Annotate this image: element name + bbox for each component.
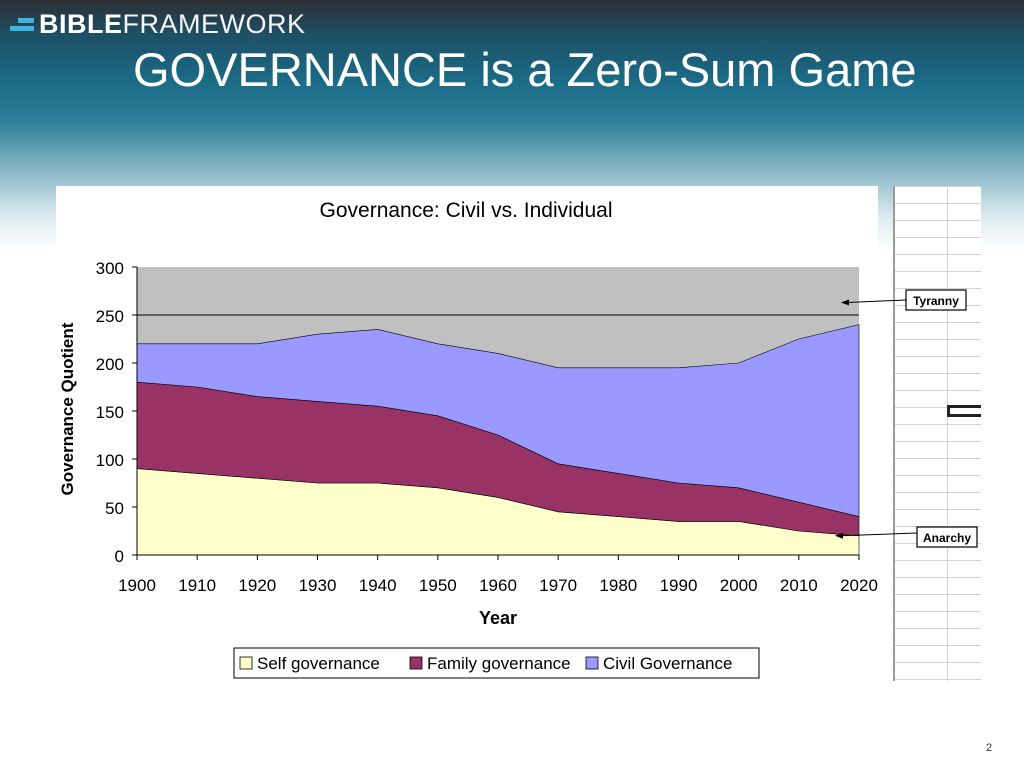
legend-swatch-family-governance <box>409 656 423 670</box>
page-title: GOVERNANCE is a Zero-Sum Game <box>133 43 917 96</box>
logo-text-bold: BIBLE <box>39 9 123 39</box>
legend-swatch-civil-governance <box>585 656 599 670</box>
y-tick-label-250: 250 <box>96 307 124 326</box>
legend-box <box>233 647 760 679</box>
x-tick-label-1980: 1980 <box>599 576 637 595</box>
annotation-arrow-line-anarchy <box>840 532 918 537</box>
y-tick-label-0: 0 <box>115 547 124 566</box>
y-tick-label-300: 300 <box>96 259 124 278</box>
y-tick-label-100: 100 <box>96 451 124 470</box>
x-tick-label-1970: 1970 <box>539 576 577 595</box>
annotation-box-anarchy <box>916 526 978 548</box>
area-series-civil-governance <box>136 324 860 517</box>
x-tick-label-1920: 1920 <box>238 576 276 595</box>
x-tick-label-1940: 1940 <box>359 576 397 595</box>
y-tick-label-50: 50 <box>105 499 124 518</box>
x-tick-label-1950: 1950 <box>419 576 457 595</box>
x-tick-label-1900: 1900 <box>118 576 156 595</box>
annotation-label-tyranny: Tyranny <box>913 294 959 308</box>
x-tick-label-2000: 2000 <box>720 576 758 595</box>
legend-label-self-governance: Self governance <box>257 654 380 673</box>
x-tick-label-1930: 1930 <box>299 576 337 595</box>
cell-marker-icon <box>947 405 981 417</box>
annotation-arrowhead-anarchy <box>834 532 843 539</box>
annotation-tyranny: Tyranny <box>840 289 967 311</box>
logo-text: BIBLEFRAMEWORK <box>39 10 306 38</box>
legend-label-family-governance: Family governance <box>427 654 571 673</box>
annotation-arrowhead-tyranny <box>840 299 849 306</box>
bibleframework-logo: BIBLEFRAMEWORK <box>10 10 306 38</box>
chart-legend: Self governance Family governance Civil Go… <box>233 647 760 679</box>
x-tick-label-2020: 2020 <box>840 576 878 595</box>
governance-chart: Governance: Civil vs. Individual 0 50 100 15… <box>56 186 978 681</box>
x-tick-label-1990: 1990 <box>660 576 698 595</box>
x-tick-label-2010: 2010 <box>780 576 818 595</box>
y-tick-label-150: 150 <box>96 403 124 422</box>
legend-label-civil-governance: Civil Governance <box>603 654 732 673</box>
annotation-label-anarchy: Anarchy <box>923 531 971 545</box>
spreadsheet-grid-background <box>893 186 981 681</box>
x-tick-label-1960: 1960 <box>479 576 517 595</box>
logo-bars-icon <box>10 17 34 31</box>
logo-text-thin: FRAMEWORK <box>122 9 306 39</box>
page-number: 2 <box>986 742 993 754</box>
x-tick-label-1910: 1910 <box>178 576 216 595</box>
legend-swatch-self-governance <box>239 656 253 670</box>
y-tick-label-200: 200 <box>96 355 124 374</box>
chart-title: Governance: Civil vs. Individual <box>320 199 613 222</box>
annotation-anarchy: Anarchy <box>834 526 978 548</box>
x-axis-label: Year <box>479 608 517 628</box>
annotation-arrow-line-tyranny <box>846 299 907 304</box>
y-axis-label: Governance Quotient <box>58 322 77 495</box>
